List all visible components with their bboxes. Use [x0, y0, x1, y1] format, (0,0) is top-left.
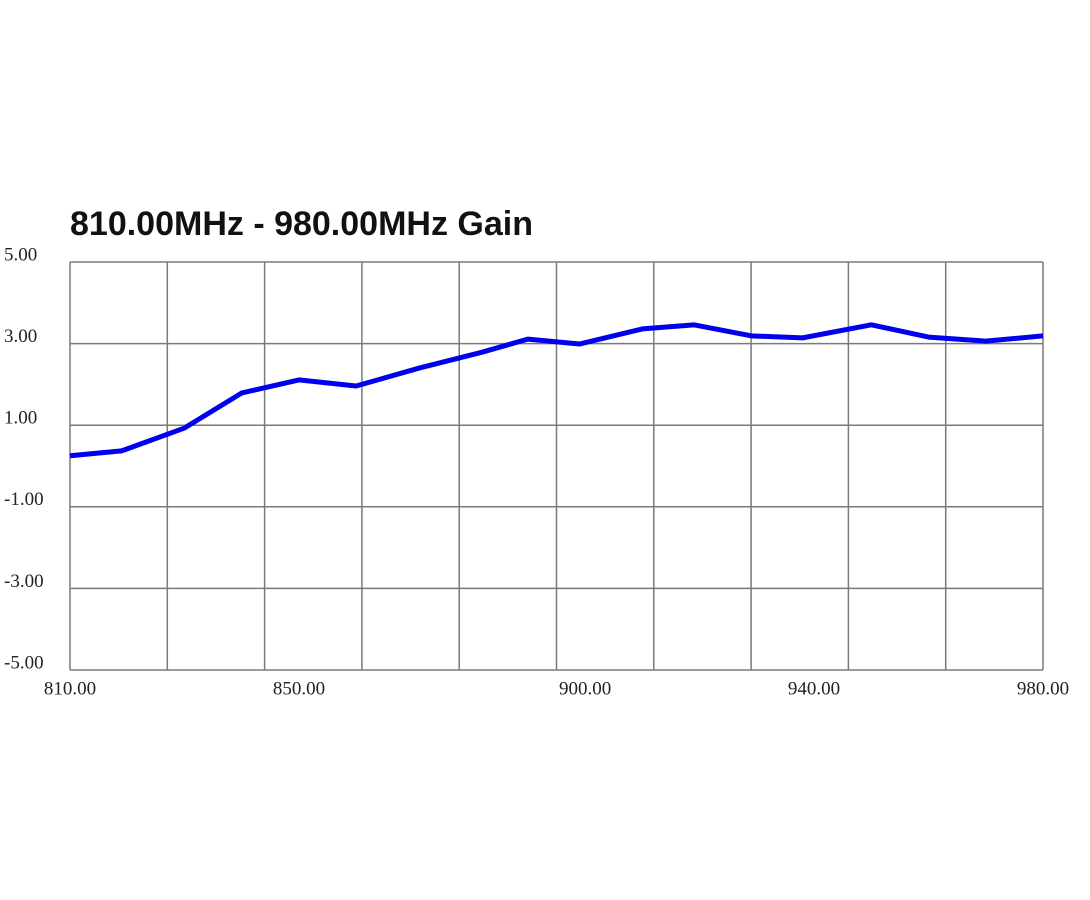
y-tick-label: 1.00	[4, 408, 37, 429]
data-line	[69, 322, 1044, 459]
y-tick-label: 3.00	[4, 326, 37, 347]
x-tick-label: 900.00	[559, 678, 611, 699]
x-tick-label: 940.00	[788, 678, 840, 699]
x-tick-label: 850.00	[273, 678, 325, 699]
chart-title: 810.00MHz - 980.00MHz Gain	[70, 205, 533, 243]
x-tick-label: 980.00	[1017, 678, 1069, 699]
y-tick-label: 5.00	[4, 244, 37, 265]
y-tick-label: -1.00	[4, 489, 44, 510]
y-tick-label: -3.00	[4, 571, 44, 592]
y-tick-label: -5.00	[4, 652, 44, 673]
x-tick-label: 810.00	[44, 678, 96, 699]
